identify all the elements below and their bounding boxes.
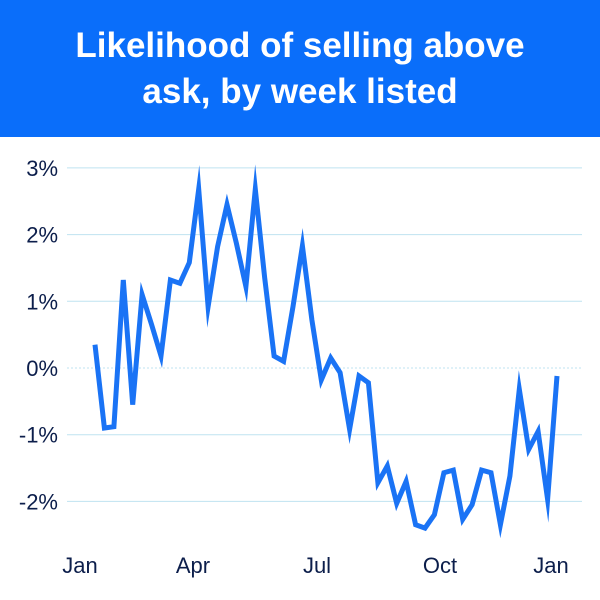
y-axis-ticks: 3% 2% 1% 0% -1% -2% — [19, 156, 58, 515]
chart-title: Likelihood of selling above ask, by week… — [75, 25, 525, 111]
y-tick-label: 0% — [26, 356, 58, 381]
x-tick-label: Apr — [176, 553, 210, 578]
series-layer — [92, 164, 560, 539]
y-tick-label: -1% — [19, 423, 58, 448]
y-tick-label: 3% — [26, 156, 58, 181]
y-tick-label: 1% — [26, 289, 58, 314]
grid-lines — [67, 167, 582, 502]
x-tick-label: Jan — [62, 553, 97, 578]
x-tick-label: Oct — [423, 553, 457, 578]
title-banner: Likelihood of selling above ask, by week… — [0, 0, 600, 137]
y-tick-label: -2% — [19, 489, 58, 514]
x-tick-label: Jul — [303, 553, 331, 578]
x-axis-ticks: Jan Apr Jul Oct Jan — [62, 553, 568, 578]
x-tick-label: Jan — [533, 553, 568, 578]
y-tick-label: 2% — [26, 223, 58, 248]
series-line — [92, 164, 560, 539]
